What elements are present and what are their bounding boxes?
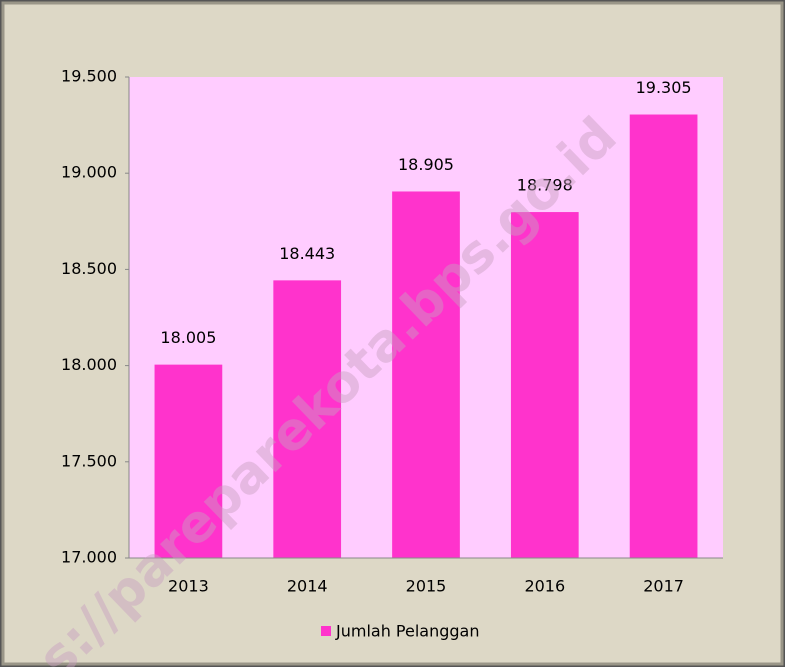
y-tick-label: 17.000 — [61, 548, 117, 567]
x-tick-label: 2015 — [406, 577, 447, 596]
legend-swatch — [321, 626, 331, 636]
y-tick-label: 18.500 — [61, 259, 117, 278]
data-label: 18.905 — [398, 155, 454, 174]
x-tick-label: 2017 — [643, 577, 684, 596]
bar — [273, 280, 342, 558]
y-tick-label: 17.500 — [61, 451, 117, 470]
y-tick-label: 19.000 — [61, 163, 117, 182]
data-label: 18.005 — [160, 328, 216, 347]
bar — [392, 191, 460, 558]
bar — [154, 364, 223, 558]
bar — [510, 212, 579, 558]
data-label: 18.798 — [517, 176, 573, 195]
x-tick-label: 2013 — [168, 577, 209, 596]
x-tick-label: 2016 — [524, 577, 565, 596]
data-label: 18.443 — [279, 244, 335, 263]
y-tick-label: 19.500 — [61, 67, 117, 86]
y-tick-label: 18.000 — [61, 355, 117, 374]
legend-label: Jumlah Pelanggan — [335, 622, 480, 641]
x-tick-label: 2014 — [287, 577, 328, 596]
data-label: 19.305 — [636, 78, 692, 97]
bar — [629, 114, 698, 558]
